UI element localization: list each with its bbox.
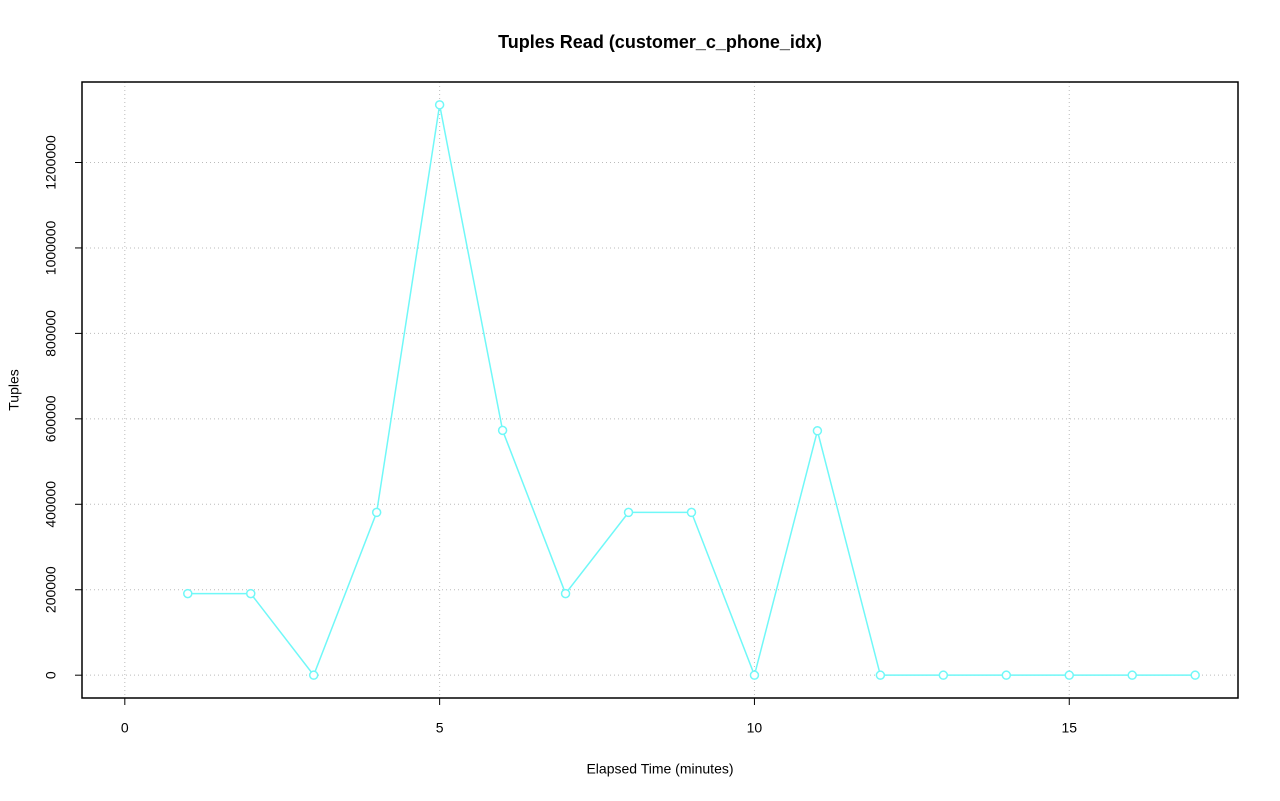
- point: [308, 670, 319, 680]
- point: [497, 425, 508, 436]
- y-tick-label: 0: [43, 671, 59, 679]
- point: [183, 588, 193, 599]
- point: [560, 588, 571, 599]
- point: [371, 507, 382, 518]
- y-tick-label: 1000000: [43, 220, 59, 275]
- point: [875, 670, 886, 680]
- point: [1064, 670, 1075, 680]
- point: [245, 588, 256, 599]
- point: [1001, 670, 1012, 680]
- x-tick-label: 5: [436, 720, 444, 736]
- y-axis-label: Tuples: [6, 369, 22, 411]
- point: [1127, 670, 1137, 680]
- x-tick-label: 0: [121, 720, 129, 736]
- point: [749, 670, 760, 680]
- x-tick-label: 15: [1061, 720, 1077, 736]
- y-tick-label: 200000: [43, 566, 59, 613]
- point: [1190, 670, 1200, 680]
- point: [434, 100, 445, 110]
- chart-title: Tuples Read (customer_c_phone_idx): [498, 32, 822, 52]
- y-tick-label: 800000: [43, 310, 59, 357]
- point: [938, 670, 949, 680]
- point: [623, 507, 634, 518]
- x-axis-label: Elapsed Time (minutes): [586, 761, 733, 777]
- y-tick-label: 600000: [43, 395, 59, 442]
- plot-frame: [81, 81, 1239, 699]
- x-tick-label: 10: [747, 720, 763, 736]
- point: [686, 507, 697, 518]
- y-tick-label: 400000: [43, 481, 59, 528]
- point: [812, 426, 823, 436]
- y-tick-label: 1200000: [43, 135, 59, 190]
